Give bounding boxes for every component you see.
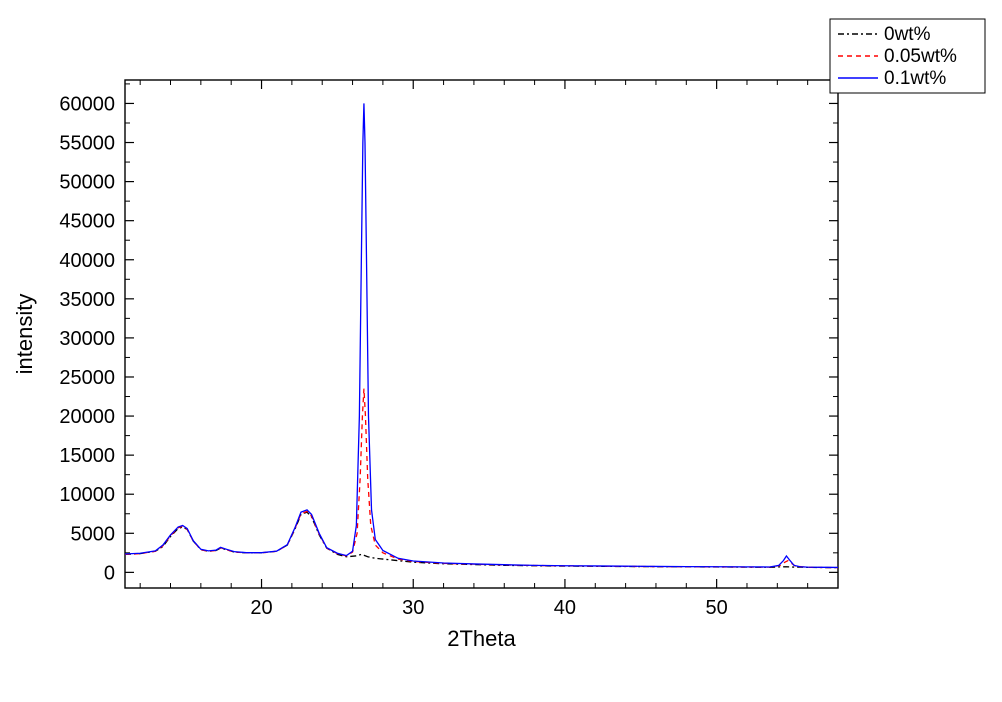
x-tick-label: 30: [402, 597, 424, 619]
legend-label: 0wt%: [884, 24, 931, 45]
y-tick-label: 20000: [59, 406, 115, 428]
y-tick-label: 5000: [71, 523, 116, 545]
series-s1: [125, 389, 838, 568]
y-tick-label: 15000: [59, 445, 115, 467]
y-tick-label: 40000: [59, 250, 115, 272]
plot-frame: [125, 80, 838, 588]
legend-label: 0.1wt%: [884, 68, 946, 89]
chart-canvas: 20 30 40 50 0 5000 10000 15000 20000 25000 30000 35…: [0, 0, 1002, 702]
x-tick-label: 20: [250, 597, 272, 619]
y-tick-label: 50000: [59, 172, 115, 194]
y-tick-label: 10000: [59, 484, 115, 506]
xrd-chart: 20 30 40 50 0 5000 10000 15000 20000 25000 30000 35…: [0, 0, 1002, 702]
y-tick-label: 0: [104, 562, 115, 584]
y-tick-label: 55000: [59, 133, 115, 155]
x-tick-label: 40: [554, 597, 576, 619]
series-s2: [125, 103, 838, 567]
y-axis-label: intensity: [12, 294, 37, 375]
y-tick-label: 30000: [59, 328, 115, 350]
y-tick-label: 60000: [59, 93, 115, 115]
x-axis-label: 2Theta: [447, 626, 516, 651]
y-tick-label: 25000: [59, 367, 115, 389]
legend-label: 0.05wt%: [884, 46, 957, 67]
y-tick-label: 35000: [59, 289, 115, 311]
x-tick-label: 50: [706, 597, 728, 619]
y-tick-label: 45000: [59, 211, 115, 233]
series-s0: [125, 512, 838, 567]
